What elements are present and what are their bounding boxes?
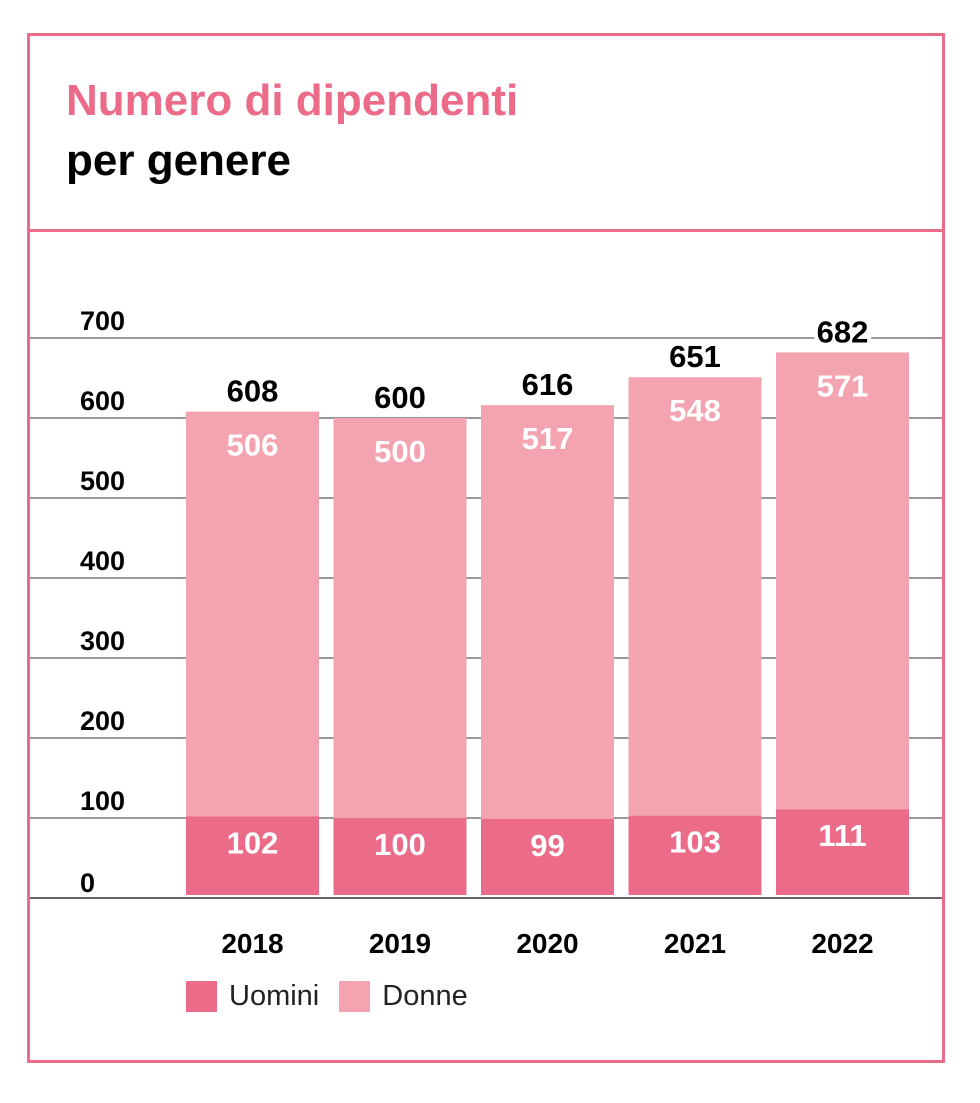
total-label: 651	[669, 339, 721, 374]
donne-value-label: 548	[669, 393, 721, 428]
bar-donne	[481, 405, 614, 819]
y-tick-label: 400	[80, 546, 125, 576]
legend-swatch-donne	[339, 981, 371, 1012]
total-label: 682	[817, 314, 869, 349]
donne-value-label: 517	[522, 421, 574, 456]
uomini-value-label: 102	[227, 825, 279, 860]
y-tick-label: 100	[80, 786, 125, 816]
legend: Uomini Donne	[186, 980, 488, 1013]
y-tick-label: 200	[80, 706, 125, 736]
x-tick-label: 2020	[516, 928, 578, 959]
header-divider	[27, 229, 945, 232]
donne-value-label: 571	[817, 368, 869, 403]
legend-label-uomini: Uomini	[229, 980, 320, 1012]
legend-item-uomini: Uomini	[186, 980, 319, 1013]
donne-value-label: 500	[374, 434, 426, 469]
total-label: 616	[522, 367, 574, 402]
x-tick-label: 2021	[664, 928, 726, 959]
y-tick-label: 700	[80, 306, 125, 336]
bar-uomini	[776, 809, 909, 895]
uomini-value-label: 103	[669, 825, 721, 860]
y-tick-label: 0	[80, 868, 95, 898]
bar-donne	[333, 418, 467, 818]
y-tick-label: 500	[80, 466, 125, 496]
total-label: 600	[374, 380, 426, 415]
legend-item-donne: Donne	[339, 980, 468, 1013]
bar-uomini	[333, 818, 467, 895]
x-tick-label: 2019	[369, 928, 431, 959]
bar-uomini	[481, 818, 614, 895]
bar-donne	[186, 411, 319, 817]
donne-value-label: 506	[227, 428, 279, 463]
uomini-value-label: 99	[530, 828, 564, 863]
y-tick-label: 600	[80, 386, 125, 416]
bar-uomini	[186, 816, 319, 895]
y-tick-label: 300	[80, 626, 125, 656]
uomini-value-label: 111	[818, 818, 866, 853]
x-tick-label: 2018	[221, 928, 283, 959]
bar-donne	[776, 352, 909, 810]
chart-subtitle: per genere	[66, 136, 291, 185]
total-label: 608	[227, 374, 279, 409]
legend-swatch-uomini	[186, 981, 217, 1012]
uomini-value-label: 100	[374, 827, 426, 862]
legend-label-donne: Donne	[382, 980, 468, 1012]
chart-title: Numero di dipendenti	[66, 76, 519, 125]
bar-uomini	[628, 815, 762, 895]
x-tick-label: 2022	[811, 928, 873, 959]
chart-frame	[27, 33, 945, 1063]
bar-donne	[628, 377, 762, 816]
